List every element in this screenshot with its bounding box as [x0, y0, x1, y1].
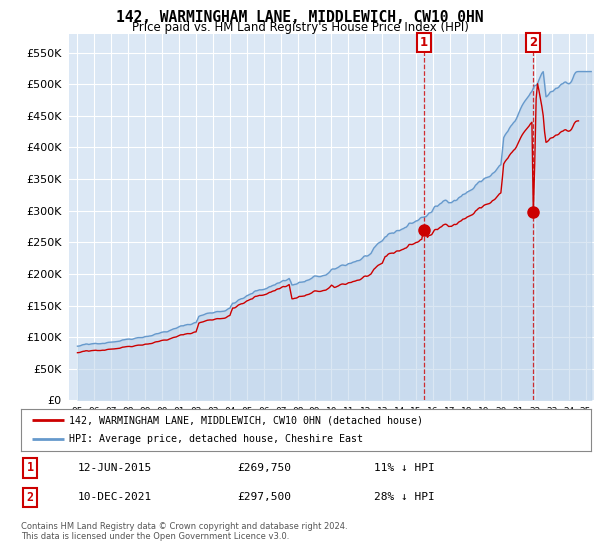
- Text: 2: 2: [529, 36, 538, 49]
- Text: 142, WARMINGHAM LANE, MIDDLEWICH, CW10 0HN (detached house): 142, WARMINGHAM LANE, MIDDLEWICH, CW10 0…: [70, 415, 424, 425]
- Text: 142, WARMINGHAM LANE, MIDDLEWICH, CW10 0HN: 142, WARMINGHAM LANE, MIDDLEWICH, CW10 0…: [116, 10, 484, 25]
- Text: 12-JUN-2015: 12-JUN-2015: [78, 463, 152, 473]
- Text: 1: 1: [420, 36, 428, 49]
- Text: 28% ↓ HPI: 28% ↓ HPI: [374, 492, 435, 502]
- Text: 1: 1: [27, 461, 34, 474]
- Text: 10-DEC-2021: 10-DEC-2021: [78, 492, 152, 502]
- Text: 11% ↓ HPI: 11% ↓ HPI: [374, 463, 435, 473]
- Text: 2: 2: [27, 491, 34, 504]
- Text: Price paid vs. HM Land Registry's House Price Index (HPI): Price paid vs. HM Land Registry's House …: [131, 21, 469, 34]
- Text: £297,500: £297,500: [238, 492, 292, 502]
- Text: HPI: Average price, detached house, Cheshire East: HPI: Average price, detached house, Ches…: [70, 435, 364, 445]
- Text: Contains HM Land Registry data © Crown copyright and database right 2024.
This d: Contains HM Land Registry data © Crown c…: [21, 522, 347, 542]
- Text: £269,750: £269,750: [238, 463, 292, 473]
